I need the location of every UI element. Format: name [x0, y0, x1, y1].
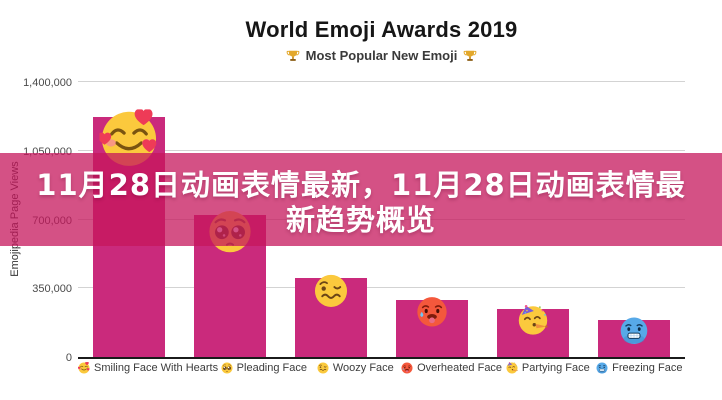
smiling-face-with-hearts-icon	[77, 361, 90, 374]
x-axis-label-text: Woozy Face	[332, 362, 394, 374]
chart-title: World Emoji Awards 2019	[245, 17, 518, 42]
smiling-face-with-hearts-icon	[97, 109, 158, 169]
partying-face-icon	[518, 304, 549, 336]
y-tick-label: 350,000	[32, 283, 72, 296]
overlay-banner: 11月28日动画表情最新，11月28日动画表情最 新趋势概览	[0, 153, 722, 246]
pleading-face-icon	[221, 362, 233, 374]
woozy-face-icon	[313, 274, 348, 309]
overheated-face-icon	[401, 362, 413, 374]
freezing-face-icon	[620, 316, 649, 345]
chart-subtitle: Most Popular New Emoji	[78, 48, 685, 63]
trophy-icon	[463, 49, 477, 63]
x-axis-label: Partying Face	[502, 362, 593, 374]
x-axis-label: Smiling Face With Hearts	[77, 361, 219, 374]
x-axis-label-text: Partying Face	[521, 362, 590, 374]
bar-woozy-face	[294, 275, 367, 357]
chart-header: World Emoji Awards 2019 Most Popular New…	[78, 17, 685, 63]
x-axis-label-text: Pleading Face	[236, 362, 307, 374]
bar-partying-face	[497, 304, 570, 357]
partying-face-icon	[506, 362, 518, 374]
gridline	[78, 81, 685, 82]
freezing-face-icon	[596, 362, 608, 374]
x-axis-label-text: Overheated Face	[417, 362, 503, 374]
gridline	[78, 149, 685, 151]
x-axis-label: Overheated Face	[401, 362, 502, 374]
chart-subtitle-text: Most Popular New Emoji	[305, 48, 458, 63]
overheated-face-icon	[416, 296, 448, 328]
x-axis-label: Freezing Face	[594, 362, 685, 374]
bar-slot	[280, 82, 381, 357]
bar-slot	[584, 82, 685, 357]
bar-overheated-face	[396, 297, 469, 357]
x-axis-label: Pleading Face	[218, 362, 309, 374]
x-axis-label: Woozy Face	[310, 362, 401, 374]
woozy-face-icon	[317, 362, 329, 374]
bar-freezing-face	[598, 317, 671, 357]
gridline	[78, 287, 685, 289]
trophy-icon	[286, 49, 300, 63]
overlay-title-line2: 新趋势概览	[285, 203, 436, 237]
x-axis-labels: Smiling Face With Hearts Pleading Face Woo…	[77, 361, 685, 374]
y-tick-label: 1,400,000	[23, 77, 72, 89]
bar-slot	[382, 82, 483, 357]
x-axis-label-text: Freezing Face	[612, 362, 683, 374]
y-tick-label: 0	[65, 352, 72, 364]
x-axis-label-text: Smiling Face With Hearts	[94, 362, 219, 374]
bar-slot	[483, 82, 584, 357]
overlay-title-line1: 11月28日动画表情最新，11月28日动画表情最	[36, 168, 686, 202]
